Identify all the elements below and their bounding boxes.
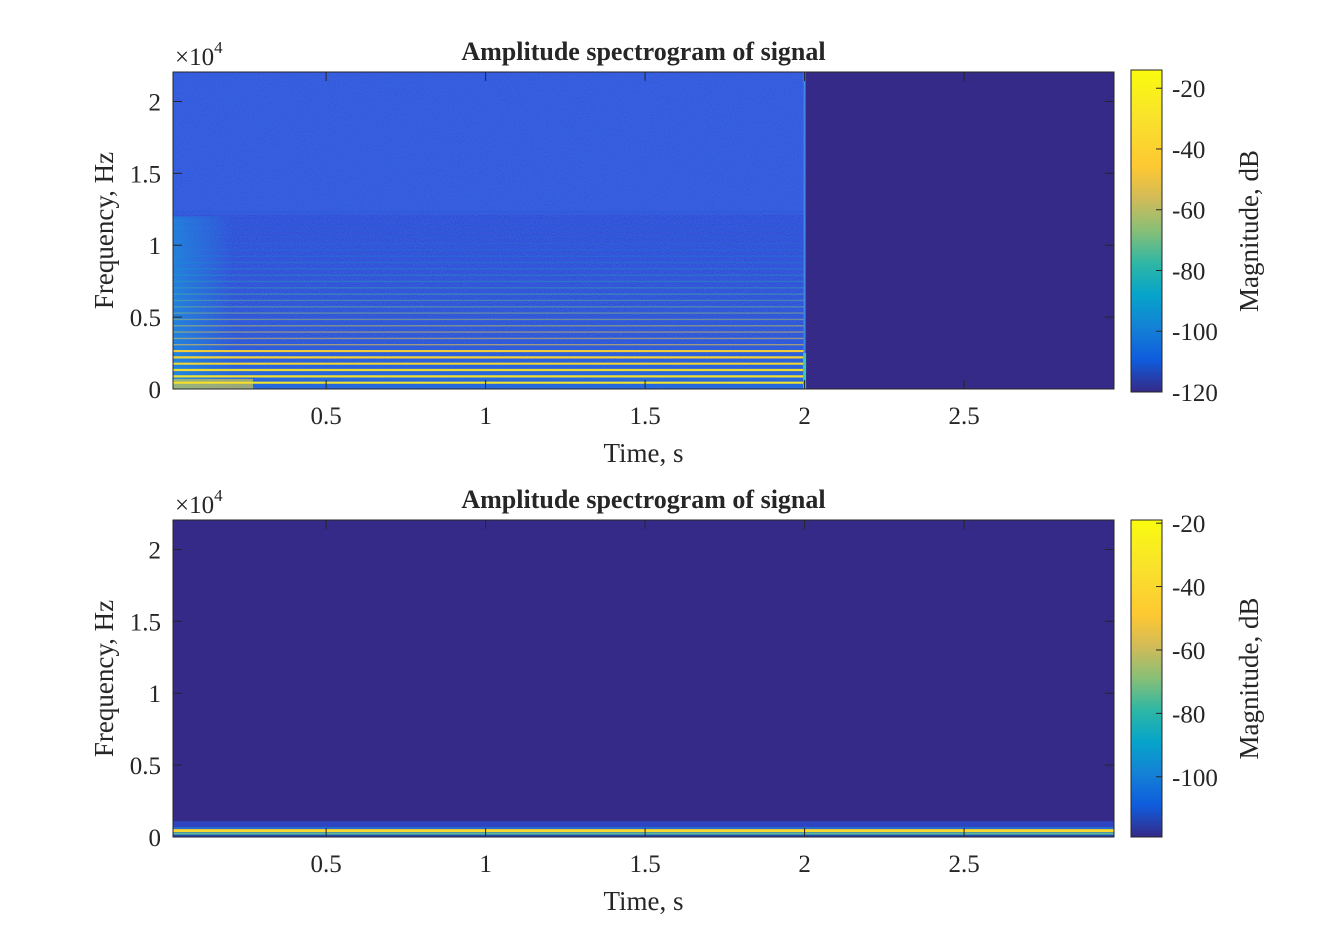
x-axis-label: Time, s [603, 886, 683, 916]
x-tick-label: 1 [479, 403, 492, 430]
colorbar-tick-label: -120 [1172, 380, 1218, 407]
y-tick-label: 1 [149, 233, 162, 260]
colorbar-tick-label: -20 [1172, 76, 1205, 103]
y-tick-label: 2 [149, 537, 162, 564]
y-tick-label: 1.5 [130, 161, 161, 188]
y-tick-label: 2 [149, 89, 162, 116]
y-tick-label: 0.5 [130, 753, 161, 780]
x-tick-label: 2.5 [948, 851, 979, 878]
x-tick-label: 2 [798, 851, 811, 878]
x-tick-label: 2.5 [948, 403, 979, 430]
spectrogram-top: 0.5 1 1.5 2 2.5 0 0.5 1 1.5 2 ×104 Amplitude spectr… [89, 37, 1264, 468]
y-tick-label: 0.5 [130, 305, 161, 332]
x-tick-label: 1.5 [629, 851, 660, 878]
colorbar-label: Magnitude, dB [1234, 150, 1264, 312]
y-tick-label: 1.5 [130, 609, 161, 636]
spectrogram-image [173, 821, 1114, 837]
axes-frame [172, 519, 1115, 838]
colorbar [1130, 519, 1163, 838]
colorbar-tick-label: -100 [1172, 319, 1218, 346]
spectrogram-bottom: 0.5 1 1.5 2 2.5 0 0.5 1 1.5 2 ×104 Amplitude spectr… [89, 485, 1264, 916]
y-tick-label: 0 [149, 825, 162, 852]
chart-title: Amplitude spectrogram of signal [461, 37, 825, 66]
colorbar-tick-label: -80 [1172, 258, 1205, 285]
onset-glow [173, 216, 233, 389]
colorbar-tick-label: -60 [1172, 638, 1205, 665]
colorbar-tick-label: -20 [1172, 511, 1205, 538]
x-tick-label: 1.5 [629, 403, 660, 430]
spectrogram-background [173, 520, 1114, 837]
x-axis-label: Time, s [603, 438, 683, 468]
y-tick-label: 0 [149, 377, 162, 404]
axes-frame [172, 71, 1115, 390]
chart-title: Amplitude spectrogram of signal [461, 485, 825, 514]
y-axis-label: Frequency, Hz [89, 152, 119, 309]
x-tick-label: 0.5 [310, 851, 341, 878]
x-tick-label: 0.5 [310, 403, 341, 430]
colorbar-label: Magnitude, dB [1234, 598, 1264, 760]
colorbar-tick-label: -40 [1172, 575, 1205, 602]
y-axis-label: Frequency, Hz [89, 600, 119, 757]
y-tick-label: 1 [149, 681, 162, 708]
dc-band [173, 834, 1114, 837]
colorbar-tick-label: -100 [1172, 765, 1218, 792]
y-exponent-label: ×104 [175, 38, 223, 71]
fundamental-band [173, 378, 253, 389]
x-tick-label: 2 [798, 403, 811, 430]
colorbar-tick-label: -80 [1172, 701, 1205, 728]
high-frequency-band [173, 72, 805, 215]
x-tick-label: 1 [479, 851, 492, 878]
spectrogram-image [173, 72, 807, 389]
colorbar-tick-label: -60 [1172, 198, 1205, 225]
y-exponent-label: ×104 [175, 486, 223, 519]
colorbar-tick-label: -40 [1172, 137, 1205, 164]
colorbar [1130, 69, 1163, 393]
